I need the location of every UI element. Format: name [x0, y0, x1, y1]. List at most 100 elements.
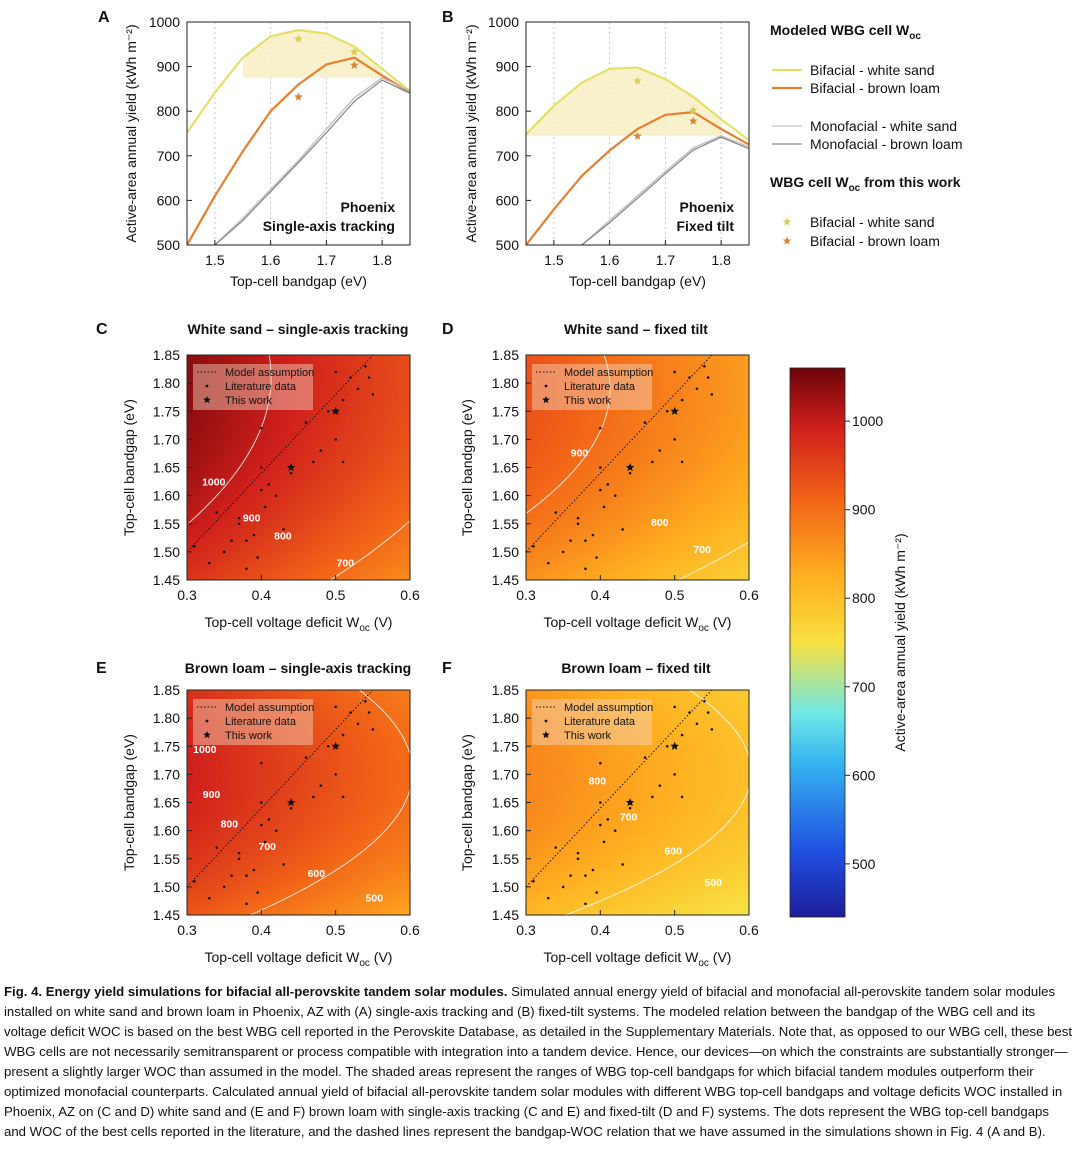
- literature-dot: [312, 795, 315, 799]
- y-tick-label: 1.65: [492, 460, 519, 476]
- contour-line: [565, 690, 749, 915]
- data-star: [633, 76, 642, 85]
- y-tick-label: 1.85: [153, 347, 180, 363]
- literature-dot: [304, 421, 308, 424]
- literature-dot: [628, 471, 632, 475]
- literature-dot: [260, 761, 263, 765]
- x-tick-label: 0.5: [665, 922, 685, 938]
- literature-dot: [606, 818, 610, 821]
- contour-label: 700: [259, 841, 277, 853]
- y-tick-label: 1.75: [153, 738, 180, 754]
- contour-group: [187, 355, 1080, 580]
- contour-label: 600: [308, 868, 326, 880]
- panel-title: Brown loam – fixed tilt: [561, 660, 711, 676]
- legend-box: [193, 699, 313, 745]
- x-axis-label-unit: (V): [709, 949, 732, 965]
- plot-panel-b: 500 600 700 800 900 1000 1.5 1.6 1.7 1.8 Top-cell …: [442, 9, 750, 289]
- legend-swatch-dot: [205, 719, 209, 723]
- y-tick-label: 1000: [149, 14, 180, 30]
- colorbar-gradient: [789, 367, 846, 918]
- y-axis-label: Active-area annual yield (kWh m⁻²): [123, 24, 139, 242]
- literature-dot: [230, 539, 233, 542]
- literature-dot: [651, 460, 654, 464]
- contour-line: [187, 355, 272, 526]
- panel-label-line2: Single-axis tracking: [263, 218, 395, 234]
- literature-dot: [367, 376, 371, 379]
- literature-dot: [319, 784, 323, 787]
- literature-dot: [193, 879, 196, 883]
- literature-dot: [695, 722, 699, 726]
- panel-letter: E: [96, 660, 107, 677]
- literature-dot: [334, 438, 337, 441]
- panel-label-line2: Fixed tilt: [676, 218, 734, 234]
- x-tick-label: 0.4: [252, 587, 272, 603]
- literature-dot: [289, 471, 293, 475]
- literature-dot: [688, 376, 691, 379]
- figure-caption: Fig. 4. Energy yield simulations for bif…: [4, 982, 1074, 1142]
- contour-line: [986, 355, 1080, 580]
- legend-item: This work: [225, 395, 273, 407]
- y-tick-label: 1.75: [492, 738, 519, 754]
- series-line: [526, 66, 749, 142]
- x-tick-label: 0.5: [326, 922, 346, 938]
- literature-dot: [621, 863, 624, 866]
- legend-title-text: WBG cell W: [770, 174, 849, 190]
- legend-title-text: Modeled WBG cell W: [770, 22, 910, 38]
- literature-dot: [665, 409, 669, 413]
- literature-dot: [371, 393, 375, 396]
- legend-title-thiswork: WBG cell Woc from this work: [770, 174, 961, 194]
- panel-title: Brown loam – single-axis tracking: [185, 660, 411, 676]
- this-work-star: [625, 798, 635, 807]
- literature-dot: [364, 699, 367, 703]
- x-tick-label: 0.5: [326, 587, 346, 603]
- legend-star-swatch: [782, 236, 792, 245]
- y-tick-label: 1.45: [492, 572, 519, 588]
- y-tick-label: 1.50: [153, 879, 180, 895]
- data-star: [350, 47, 359, 56]
- contour-label: 500: [705, 877, 723, 889]
- series-line: [214, 77, 410, 245]
- panel-letter: C: [96, 321, 108, 338]
- literature-dot: [312, 460, 315, 464]
- legend-swatch-dot: [544, 719, 548, 723]
- literature-dot: [706, 711, 710, 714]
- this-work-star: [625, 463, 635, 472]
- heatmap-raster: [187, 355, 410, 580]
- x-axis-label: Top-cell voltage deficit Woc (V): [544, 949, 732, 969]
- y-tick-label: 1.55: [492, 516, 519, 532]
- y-axis-label: Top-cell bandgap (eV): [121, 734, 137, 871]
- literature-dot: [706, 376, 710, 379]
- contour-label: 1000: [202, 477, 226, 489]
- contour-label: 800: [589, 776, 607, 788]
- literature-dot: [554, 511, 558, 514]
- x-tick-label: 0.4: [591, 587, 611, 603]
- legend-item: This work: [225, 730, 273, 742]
- literature-dot: [584, 567, 587, 571]
- literature-dot: [341, 398, 345, 402]
- y-tick-label: 1.75: [492, 403, 519, 419]
- legend-item: Model assumption: [564, 702, 653, 714]
- this-work-star: [331, 406, 340, 415]
- panel-title: White sand – single-axis tracking: [188, 321, 409, 337]
- literature-dot: [282, 863, 285, 866]
- data-star: [294, 92, 303, 101]
- y-tick-label: 1.65: [492, 795, 519, 811]
- literature-dot: [237, 516, 241, 520]
- literature-dot: [673, 438, 676, 441]
- literature-dot: [561, 885, 565, 889]
- y-tick-label: 1.65: [153, 460, 180, 476]
- literature-dot: [349, 376, 352, 379]
- legend-item: Literature data: [564, 716, 636, 728]
- literature-dot: [245, 567, 248, 571]
- x-axis-label-sub: oc: [698, 623, 709, 634]
- legend-swatch-star: [542, 731, 550, 739]
- literature-dot: [367, 711, 371, 714]
- heatmap-legend: Model assumption Literature data This work: [193, 364, 314, 410]
- y-tick-label: 1.80: [492, 375, 519, 391]
- caption-body: Simulated annual energy yield of bifacia…: [4, 984, 1073, 1139]
- contour-label: 800: [651, 517, 669, 529]
- y-tick-label: 1.85: [492, 682, 519, 698]
- y-tick-label: 900: [157, 59, 181, 75]
- y-tick-label: 1.65: [153, 795, 180, 811]
- axes-frame: [525, 21, 750, 246]
